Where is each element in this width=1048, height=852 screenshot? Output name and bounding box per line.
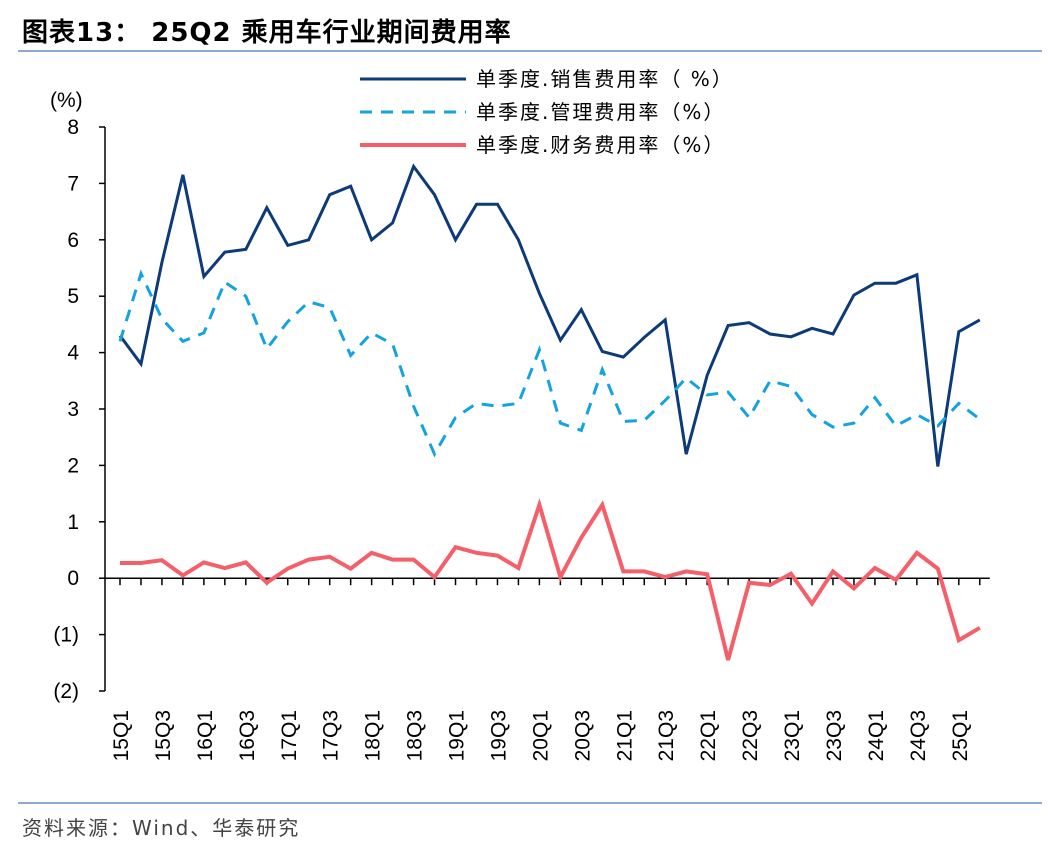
y-tick-label: 5 (67, 285, 79, 308)
y-tick-label: 7 (67, 172, 79, 195)
legend: 单季度.销售费用率（ %） 单季度.管理费用率（%） 单季度.财务费用率（%） (360, 67, 734, 157)
axes-group: 8 7 6 5 4 3 2 1 0 (1) (2) (%) 15Q1 15Q3 16Q1 16Q3 17Q1 17… (50, 89, 990, 761)
legend-label: 单季度.财务费用率（%） (476, 133, 725, 157)
x-tick-label: 16Q3 (236, 710, 259, 761)
x-tick-label: 25Q1 (949, 710, 972, 761)
x-tick-label: 22Q3 (739, 710, 762, 761)
x-tick-label: 19Q3 (487, 710, 510, 761)
x-tick-label: 23Q1 (781, 710, 804, 761)
source-note: 资料来源：Wind、华泰研究 (22, 816, 301, 840)
x-tick-label: 20Q1 (529, 710, 552, 761)
x-tick-label: 21Q1 (613, 710, 636, 761)
y-tick-label: 4 (67, 342, 79, 365)
y-tick-label: (1) (53, 624, 79, 647)
y-tick-label: (2) (53, 680, 79, 703)
y-tick-label: 6 (67, 229, 79, 252)
x-tick-label: 17Q3 (320, 710, 343, 761)
bottom-divider (18, 802, 1042, 804)
y-tick-label: 0 (67, 567, 79, 590)
x-tick-label: 23Q3 (823, 710, 846, 761)
x-tick-label: 22Q1 (697, 710, 720, 761)
legend-label: 单季度.销售费用率（ %） (476, 67, 734, 91)
y-tick-label: 3 (67, 398, 79, 421)
y-tick-label: 8 (67, 116, 79, 139)
x-tick-label: 24Q3 (907, 710, 930, 761)
x-tick-label: 19Q1 (446, 710, 469, 761)
x-tick-label: 18Q3 (404, 710, 427, 761)
x-tick-label: 24Q1 (865, 710, 888, 761)
legend-label: 单季度.管理费用率（%） (476, 100, 725, 124)
x-tick-label: 21Q3 (655, 710, 678, 761)
chart-title: 图表13： 25Q2 乘用车行业期间费用率 (22, 18, 512, 48)
top-divider (18, 50, 1042, 52)
series-line (120, 498, 981, 661)
x-tick-label: 20Q3 (571, 710, 594, 761)
y-tick-label: 1 (67, 511, 79, 534)
y-axis-unit: (%) (50, 89, 83, 112)
x-tick-label: 16Q1 (194, 710, 217, 761)
series-group (118, 163, 981, 661)
y-tick-label: 2 (67, 454, 79, 477)
series-line (118, 163, 981, 467)
x-tick-label: 15Q3 (152, 710, 175, 761)
x-tick-label: 18Q1 (362, 710, 385, 761)
x-tick-label: 15Q1 (110, 710, 133, 761)
series-line (118, 269, 981, 458)
x-tick-label: 17Q1 (278, 710, 301, 761)
